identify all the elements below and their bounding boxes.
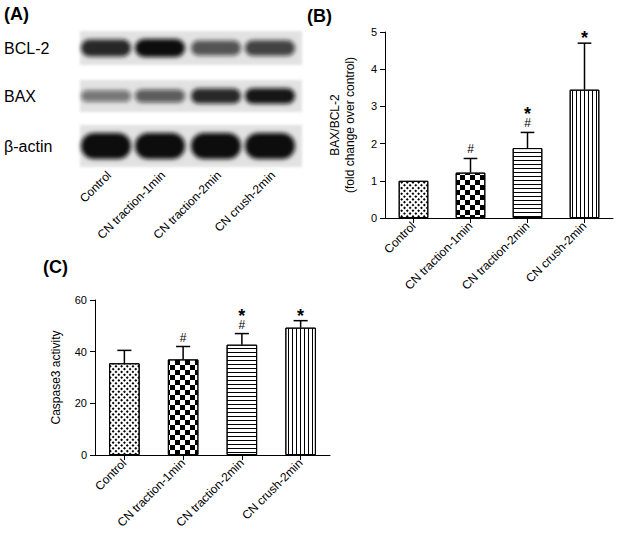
- svg-text:BAX/BCL-2: BAX/BCL-2: [328, 94, 342, 156]
- svg-text:Control: Control: [77, 168, 114, 205]
- svg-text:(A): (A): [4, 4, 29, 24]
- svg-text:#: #: [524, 116, 531, 130]
- svg-text:CN traction-1min: CN traction-1min: [402, 219, 476, 293]
- svg-text:BAX: BAX: [4, 88, 36, 105]
- svg-text:1: 1: [371, 175, 377, 187]
- svg-text:CN traction-2min: CN traction-2min: [459, 219, 532, 292]
- svg-text:*: *: [297, 306, 304, 326]
- svg-text:*: *: [581, 28, 588, 48]
- svg-text:CN traction-1min: CN traction-1min: [94, 168, 169, 242]
- svg-text:(C): (C): [43, 257, 68, 277]
- svg-text:BCL-2: BCL-2: [4, 40, 49, 57]
- svg-text:#: #: [239, 318, 246, 332]
- svg-text:#: #: [467, 142, 474, 156]
- svg-text:#: #: [180, 331, 187, 345]
- svg-text:CN traction-2min: CN traction-2min: [151, 168, 225, 242]
- svg-text:2: 2: [371, 138, 377, 150]
- svg-text:CN crush-2min: CN crush-2min: [212, 168, 278, 234]
- svg-text:0: 0: [81, 449, 87, 461]
- svg-text:5: 5: [371, 26, 377, 38]
- svg-text:(B): (B): [307, 6, 332, 26]
- svg-text:4: 4: [371, 63, 377, 75]
- svg-text:β-actin: β-actin: [4, 138, 52, 155]
- svg-text:Control: Control: [92, 456, 129, 493]
- svg-text:Control: Control: [381, 219, 418, 256]
- svg-text:(fold change over control): (fold change over control): [343, 57, 357, 193]
- svg-text:3: 3: [371, 100, 377, 112]
- svg-text:CN traction-2min: CN traction-2min: [173, 456, 246, 529]
- svg-text:60: 60: [75, 294, 87, 306]
- svg-text:CN crush-2min: CN crush-2min: [523, 219, 589, 285]
- svg-text:20: 20: [75, 397, 87, 409]
- svg-text:CN traction-1min: CN traction-1min: [114, 456, 189, 530]
- svg-text:Caspase3 activity: Caspase3 activity: [49, 330, 63, 424]
- svg-text:40: 40: [75, 346, 87, 358]
- svg-text:0: 0: [371, 212, 377, 224]
- svg-text:CN crush-2min: CN crush-2min: [239, 456, 305, 522]
